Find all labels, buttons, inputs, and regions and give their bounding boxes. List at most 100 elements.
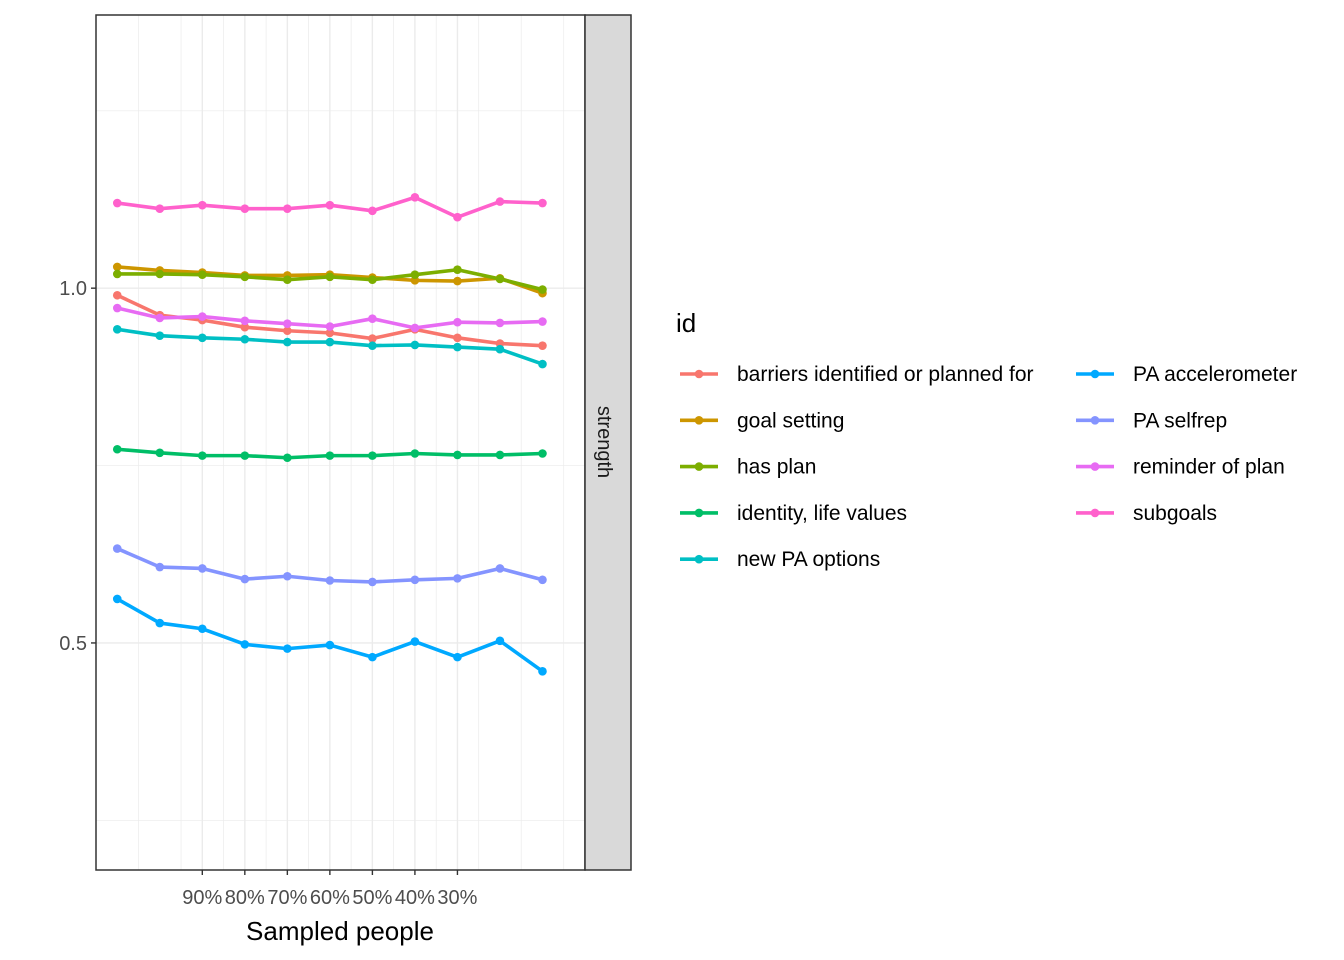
data-point bbox=[453, 574, 462, 583]
data-point bbox=[325, 576, 335, 585]
legend-item: PA selfrep bbox=[1076, 409, 1227, 432]
data-point bbox=[283, 571, 292, 581]
data-point bbox=[112, 198, 122, 208]
data-point bbox=[410, 340, 420, 350]
series-3 bbox=[112, 444, 547, 463]
data-point bbox=[325, 640, 335, 650]
data-point bbox=[198, 564, 207, 573]
data-point bbox=[112, 594, 122, 604]
x-tick-label: 50% bbox=[352, 887, 392, 909]
data-point bbox=[155, 562, 165, 572]
data-point bbox=[112, 290, 122, 300]
data-point bbox=[283, 275, 292, 284]
data-point bbox=[112, 262, 122, 272]
series-8 bbox=[112, 193, 547, 222]
data-point bbox=[155, 618, 165, 628]
grid-minor bbox=[96, 15, 585, 870]
legend-item: barriers identified or planned for bbox=[680, 363, 1034, 386]
legend-title: id bbox=[676, 308, 696, 338]
data-point bbox=[495, 274, 505, 284]
data-point bbox=[325, 272, 335, 282]
legend: id barriers identified or planned for goa… bbox=[676, 308, 1297, 571]
data-point bbox=[368, 451, 377, 460]
x-axis: 90% 80% 70% 60% 50% 40% 30% bbox=[182, 870, 478, 909]
data-point bbox=[112, 269, 122, 279]
facet-strip bbox=[584, 14, 632, 871]
data-point bbox=[283, 326, 292, 336]
data-point bbox=[198, 333, 207, 343]
legend-item: subgoals bbox=[1076, 502, 1217, 525]
data-point bbox=[410, 637, 420, 646]
legend-key-point bbox=[694, 462, 704, 471]
data-point bbox=[112, 325, 122, 334]
legend-key-point bbox=[694, 416, 704, 425]
data-point bbox=[495, 450, 505, 460]
legend-label: goal setting bbox=[737, 409, 844, 432]
data-point bbox=[240, 334, 250, 344]
data-point bbox=[368, 334, 377, 343]
data-point bbox=[453, 317, 462, 327]
x-tick-label: 90% bbox=[182, 887, 222, 909]
data-point bbox=[410, 449, 420, 458]
legend-item: reminder of plan bbox=[1076, 456, 1285, 479]
data-point bbox=[368, 652, 377, 662]
data-point bbox=[240, 316, 250, 326]
legend-label: PA selfrep bbox=[1133, 409, 1227, 432]
plot-background bbox=[96, 15, 585, 870]
data-point bbox=[495, 344, 505, 354]
data-point bbox=[368, 341, 377, 350]
data-point bbox=[453, 212, 462, 222]
legend-label: has plan bbox=[737, 456, 816, 479]
data-point bbox=[325, 328, 335, 338]
data-point bbox=[453, 450, 462, 460]
data-point bbox=[155, 448, 165, 458]
legend-key-point bbox=[1090, 416, 1100, 425]
legend-key-point bbox=[694, 554, 704, 564]
data-point bbox=[538, 341, 547, 350]
data-point bbox=[368, 577, 377, 587]
data-point bbox=[453, 333, 462, 343]
facet-strip-label: strength bbox=[593, 406, 615, 478]
data-point bbox=[410, 193, 420, 202]
data-point bbox=[325, 200, 335, 210]
data-point bbox=[538, 285, 547, 294]
y-tick-label: 1.0 bbox=[59, 278, 87, 300]
y-tick-label: 0.5 bbox=[59, 633, 87, 655]
data-point bbox=[155, 313, 165, 323]
legend-key-point bbox=[1090, 508, 1100, 518]
series-4 bbox=[112, 325, 547, 369]
data-point bbox=[325, 451, 335, 460]
legend-item: has plan bbox=[680, 456, 816, 479]
data-point bbox=[198, 270, 207, 279]
data-point bbox=[240, 640, 250, 649]
data-point bbox=[368, 275, 377, 284]
legend-key-point bbox=[694, 508, 704, 518]
data-point bbox=[155, 269, 165, 279]
data-point bbox=[198, 624, 207, 634]
series-7 bbox=[112, 303, 547, 333]
grid-major bbox=[96, 15, 585, 870]
legend-item: new PA options bbox=[680, 548, 880, 571]
data-point bbox=[325, 337, 335, 347]
x-tick-label: 30% bbox=[437, 887, 477, 909]
x-tick-label: 40% bbox=[395, 887, 435, 909]
data-point bbox=[155, 331, 165, 341]
data-point bbox=[453, 276, 462, 286]
legend-label: identity, life values bbox=[737, 502, 907, 525]
legend-item: goal setting bbox=[680, 409, 844, 432]
data-point bbox=[283, 319, 292, 328]
data-point bbox=[538, 575, 547, 585]
data-point bbox=[495, 564, 505, 573]
data-point bbox=[538, 317, 547, 326]
legend-label: reminder of plan bbox=[1133, 456, 1285, 479]
data-point bbox=[283, 337, 292, 347]
legend-key-point bbox=[1090, 462, 1100, 471]
data-point bbox=[453, 265, 462, 275]
legend-label: barriers identified or planned for bbox=[737, 363, 1034, 386]
data-point bbox=[283, 644, 292, 653]
legend-key-point bbox=[1090, 369, 1100, 379]
data-point bbox=[240, 574, 250, 584]
data-point bbox=[410, 270, 420, 279]
data-point bbox=[283, 204, 292, 214]
